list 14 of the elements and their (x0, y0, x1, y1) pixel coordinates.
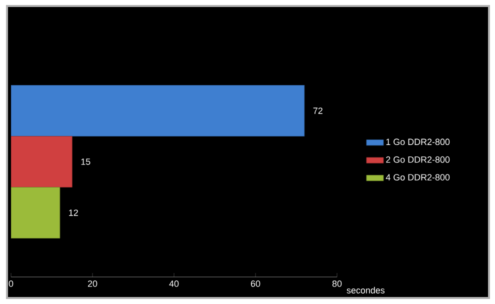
legend-label: 2 Go DDR2-800 (386, 156, 450, 163)
bar (11, 85, 305, 136)
x-tick-label: 60 (250, 280, 260, 287)
x-tick-label: 0 (8, 280, 14, 287)
x-tick-label: 20 (88, 280, 98, 287)
bar (11, 136, 72, 188)
legend-label: 1 Go DDR2-800 (386, 138, 450, 146)
data-label: 72 (313, 108, 322, 114)
data-label: 12 (69, 210, 78, 216)
x-axis-title: secondes (346, 286, 385, 294)
x-tick-label: 80 (332, 280, 342, 287)
x-tick-label: 40 (169, 280, 179, 287)
data-label: 15 (81, 158, 90, 165)
legend-label: 4 Go DDR2-800 (386, 174, 450, 180)
